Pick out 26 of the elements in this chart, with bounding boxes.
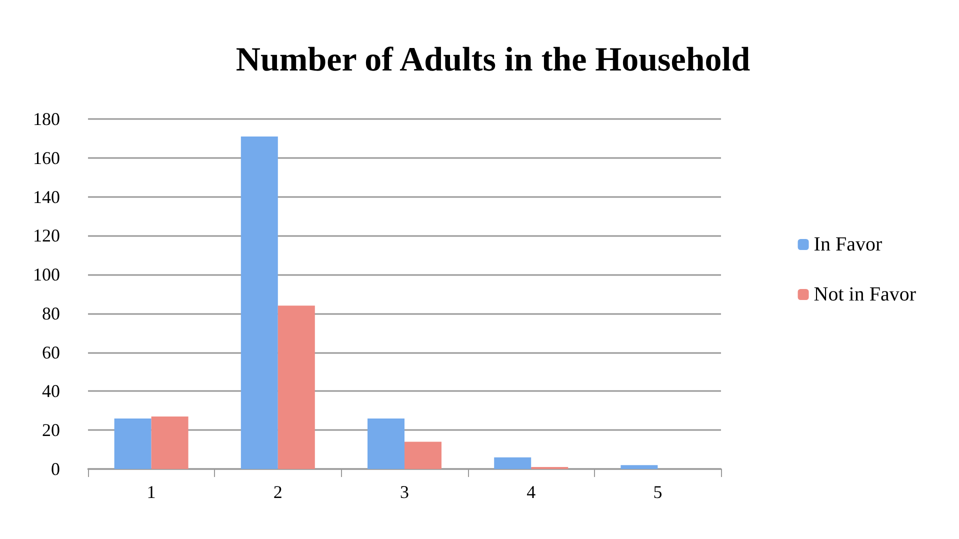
bar: [240, 136, 278, 469]
bar: [114, 418, 152, 469]
x-tick-label: 5: [653, 482, 662, 502]
legend-label: Not in Favor: [814, 284, 916, 306]
y-tick-label: 140: [33, 186, 60, 207]
chart-title: Number of Adults in the Household: [236, 42, 750, 78]
x-tick-label: 3: [400, 482, 409, 502]
bar: [620, 465, 658, 469]
y-tick-label: 100: [33, 264, 60, 285]
legend-label: In Favor: [814, 234, 882, 256]
y-tick-label: 60: [42, 342, 60, 362]
bar: [278, 306, 315, 469]
bar: [494, 457, 532, 469]
x-tick-label: 2: [273, 482, 282, 502]
y-tick-label: 20: [42, 420, 60, 440]
bar: [404, 442, 442, 469]
y-tick-label: 40: [42, 381, 60, 402]
y-tick-label: 180: [33, 109, 60, 129]
y-tick-label: 160: [33, 148, 60, 168]
x-tick-label: 1: [146, 482, 156, 502]
y-tick-label: 120: [33, 226, 60, 246]
bar: [368, 418, 404, 469]
y-tick-label: 80: [42, 303, 60, 324]
bar: [151, 416, 188, 469]
y-tick-label: 0: [51, 459, 60, 479]
x-tick-label: 4: [526, 482, 536, 502]
